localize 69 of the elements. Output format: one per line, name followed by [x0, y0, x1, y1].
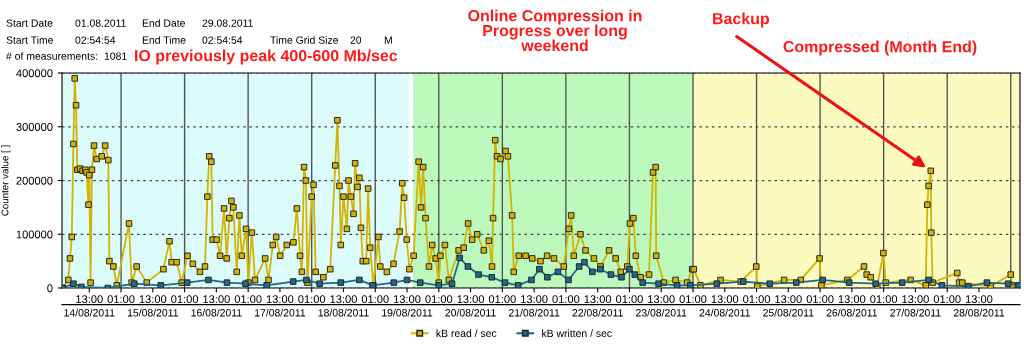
x-tick-label: 01:00 [615, 295, 643, 304]
x-tick-label: 13:00 [902, 295, 929, 304]
x-tick-label: 01:00 [361, 295, 389, 304]
x-tick-label: 01:00 [806, 295, 834, 304]
x2-tick-label: 27/08/2011 [890, 308, 941, 317]
x2-tick-label: 25/08/2011 [763, 308, 814, 317]
text: End Time [142, 36, 186, 44]
band-label: Compressed (Month End) [783, 40, 977, 56]
x-tick-label: 01:00 [425, 295, 453, 304]
y-tick-label: 200000 [16, 176, 53, 185]
x2-tick-label: 22/08/2011 [572, 308, 623, 317]
x-tick-label: 01:00 [933, 295, 961, 304]
text: 29.08.2011 [202, 19, 253, 27]
text: End Date [142, 19, 185, 27]
x-tick-label: 13:00 [521, 295, 548, 304]
x-tick-label: 13:00 [203, 295, 230, 304]
x2-tick-label: 14/08/2011 [64, 308, 115, 317]
text: Time Grid Size [270, 36, 339, 44]
x-tick-label: 13:00 [838, 295, 866, 304]
x2-tick-label: 24/08/2011 [699, 308, 750, 317]
x-tick-label: 01:00 [743, 295, 771, 304]
x-tick-label: 13:00 [965, 295, 993, 304]
x2-tick-label: 19/08/2011 [382, 308, 433, 317]
legend-label: kB written / sec [542, 329, 612, 338]
x-tick-label: 13:00 [139, 295, 167, 304]
y-tick-label: 0 [47, 284, 53, 293]
x-tick-label: 13:00 [330, 295, 357, 304]
x-tick-label: 01:00 [488, 295, 516, 304]
y-tick-label: 400000 [16, 69, 53, 78]
x2-tick-label: 16/08/2011 [191, 308, 242, 317]
legend-label: kB read / sec [436, 329, 497, 338]
y-tick-label: 100000 [16, 230, 53, 239]
x-tick-label: 01:00 [870, 295, 898, 304]
x2-tick-label: 18/08/2011 [318, 308, 369, 317]
x-tick-label: 01:00 [679, 295, 707, 304]
x2-tick-label: 17/08/2011 [255, 308, 306, 317]
x-tick-label: 13:00 [648, 295, 675, 304]
annotation: Backup [713, 12, 770, 28]
x-tick-label: 13:00 [711, 295, 739, 304]
text: M [384, 36, 392, 44]
x-tick-label: 13:00 [584, 295, 612, 304]
x2-tick-label: 21/08/2011 [508, 308, 560, 317]
x-tick-label: 13:00 [457, 295, 485, 304]
x2-tick-label: 26/08/2011 [826, 308, 878, 317]
x2-tick-label: 15/08/2011 [127, 308, 178, 317]
text: # of measurements: [6, 52, 98, 60]
x-tick-label: 13:00 [266, 295, 294, 304]
x-tick-label: 01:00 [171, 295, 199, 304]
text: Start Time [6, 36, 53, 44]
x-tick-label: 13:00 [76, 295, 103, 304]
text: 01.08.2011 [75, 19, 126, 27]
text: 02:54:54 [75, 36, 116, 44]
x2-tick-label: 20/08/2011 [445, 308, 496, 317]
text: Start Date [6, 19, 53, 27]
text: 02:54:54 [202, 36, 243, 44]
x2-tick-label: 23/08/2011 [636, 308, 687, 317]
x-tick-label: 01:00 [234, 295, 262, 304]
x2-tick-label: 28/08/2011 [953, 308, 1005, 317]
x-tick-label: 13:00 [393, 295, 421, 304]
x-tick-label: 13:00 [775, 295, 802, 304]
y-axis-title: Counter value [ ] [1, 145, 11, 216]
text: 1081 [104, 52, 127, 60]
band-label: Online Compression in Progress over long weekend [468, 9, 642, 52]
text: 20 [350, 36, 362, 44]
y-tick-label: 300000 [16, 123, 53, 131]
x-tick-label: 01:00 [107, 295, 135, 304]
x-tick-label: 01:00 [552, 295, 580, 304]
band-label: IO previously peak 400-600 Mb/sec [135, 49, 398, 65]
x-tick-label: 01:00 [298, 295, 326, 304]
